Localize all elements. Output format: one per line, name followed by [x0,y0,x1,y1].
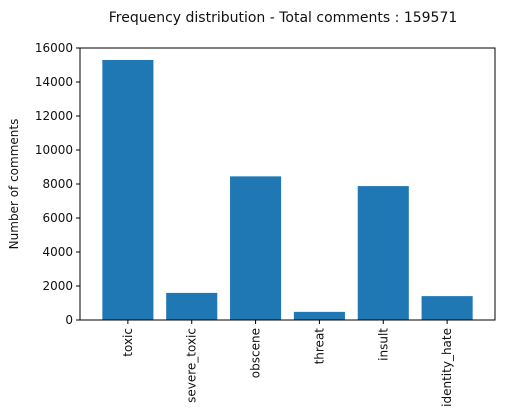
bar-severe-toxic [166,292,218,320]
y-axis-label: Number of comments [7,119,21,250]
y-tick-label: 14000 [35,75,73,89]
x-axis-ticks: toxic severe_toxic obscene threat insult iden… [121,320,454,407]
x-tick-label: obscene [249,328,263,378]
y-tick-label: 10000 [35,143,73,157]
bar-obscene [230,176,282,320]
x-tick-label: severe_toxic [185,328,199,403]
y-tick-label: 4000 [42,245,73,259]
bar-identity-hate [421,296,473,320]
y-tick-label: 2000 [42,279,73,293]
y-tick-label: 6000 [42,211,73,225]
y-tick-label: 16000 [35,41,73,55]
bar-insult [357,186,409,320]
x-tick-label: insult [376,328,390,361]
bar-threat [293,311,345,320]
x-tick-label: threat [312,328,326,365]
x-tick-label: identity_hate [440,328,454,407]
bar-toxic [102,60,154,320]
bars-group [102,60,473,320]
y-tick-label: 8000 [42,177,73,191]
y-tick-label: 12000 [35,109,73,123]
plot-frame [79,47,496,321]
y-tick-label: 0 [65,313,73,327]
y-axis-ticks: 0 2000 4000 6000 8000 10000 12000 14000 16000 [35,41,80,327]
chart-title: Frequency distribution - Total comments … [109,10,458,26]
x-tick-label: toxic [121,328,135,357]
